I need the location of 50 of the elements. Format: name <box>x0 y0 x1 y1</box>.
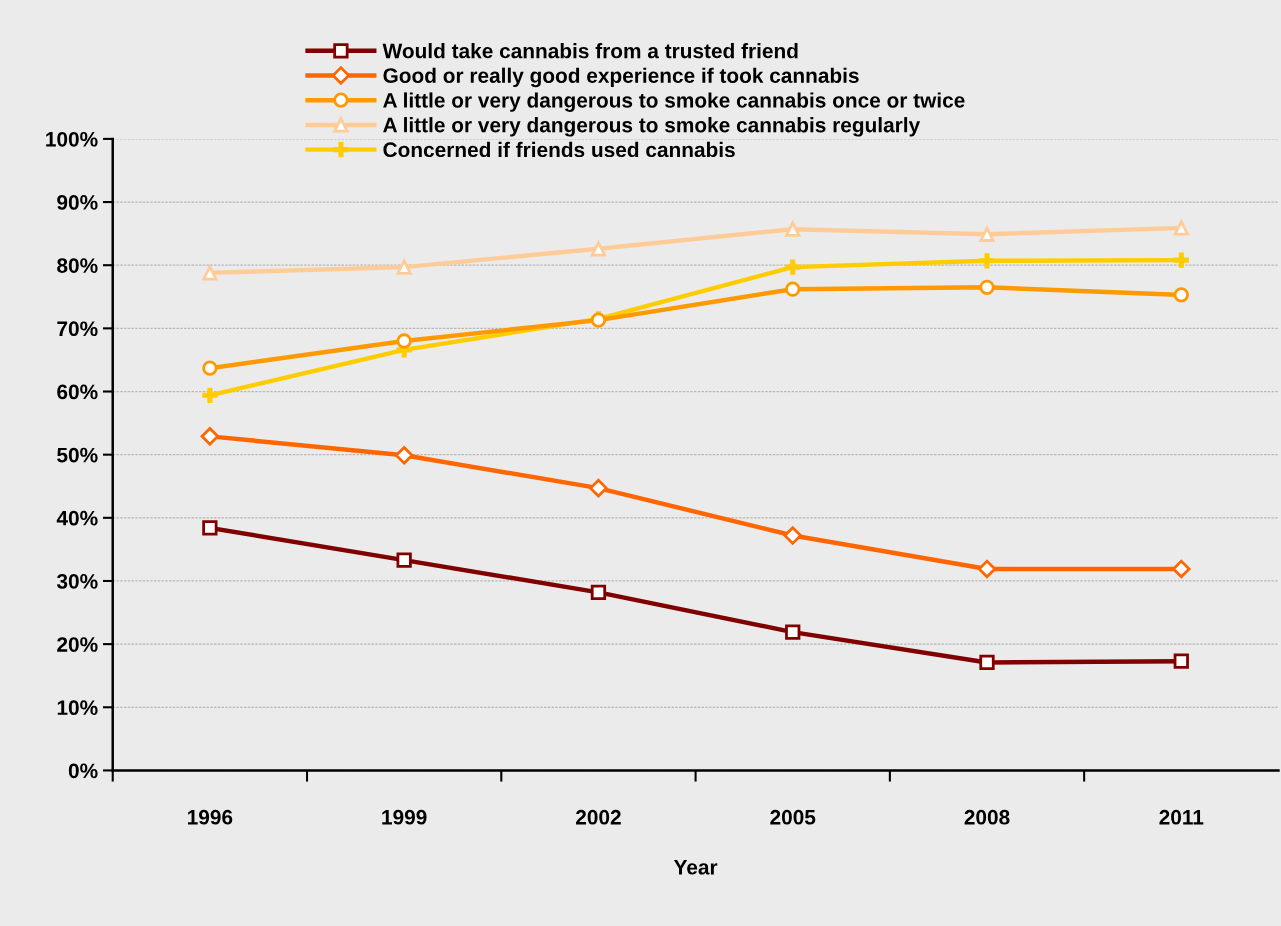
point <box>785 281 801 297</box>
y-tick-label: 20% <box>57 637 98 652</box>
legend-label: Concerned if friends used cannabis <box>383 141 735 158</box>
point <box>979 279 995 295</box>
point <box>202 360 218 376</box>
x-tick-label: 2008 <box>964 809 1010 825</box>
legend-label: Good or really good experience if took cannabis <box>383 67 859 88</box>
legend-label: A little or very dangerous to smoke cannabis once or twice <box>383 92 965 112</box>
x-tick-label: 2002 <box>575 809 621 825</box>
x-tick-label: 1996 <box>188 809 233 825</box>
point <box>202 520 218 536</box>
y-tick-label: 30% <box>56 573 98 589</box>
point <box>1172 559 1191 579</box>
point <box>979 654 995 671</box>
point <box>979 253 995 269</box>
x-tick-label: 2005 <box>770 809 816 825</box>
point <box>783 526 802 545</box>
legend-label: A little or very dangerous to smoke cannabis regularly <box>383 117 921 137</box>
x-tick-label: 2011 <box>1159 809 1204 825</box>
y-tick-label: 50% <box>57 447 98 463</box>
point <box>396 333 412 349</box>
point <box>785 624 801 640</box>
y-tick-label: 0% <box>68 763 98 779</box>
point <box>202 387 218 403</box>
point <box>977 559 997 579</box>
y-tick-label: 90% <box>57 195 98 210</box>
point <box>589 478 608 498</box>
point <box>979 226 995 242</box>
point <box>1173 653 1189 669</box>
point <box>590 241 607 257</box>
y-tick-label: 60% <box>57 384 98 400</box>
point <box>785 221 801 237</box>
point <box>396 552 412 568</box>
point <box>1173 220 1189 236</box>
point <box>202 265 218 281</box>
y-tick-label: 100% <box>46 131 98 147</box>
point <box>785 259 801 275</box>
point <box>396 259 412 275</box>
point <box>1173 287 1189 303</box>
y-tick-label: 40% <box>56 510 98 526</box>
x-tick-label: 1999 <box>382 809 427 825</box>
point <box>394 446 414 465</box>
y-tick-label: 10% <box>57 700 98 716</box>
y-tick-label: 70% <box>57 321 98 337</box>
point <box>590 584 607 600</box>
point <box>1173 252 1189 268</box>
point <box>200 427 220 446</box>
x-axis-title: Year <box>673 860 718 875</box>
legend-label: Would take cannabis from a trusted friend <box>382 43 798 59</box>
y-tick-label: 80% <box>57 258 98 273</box>
